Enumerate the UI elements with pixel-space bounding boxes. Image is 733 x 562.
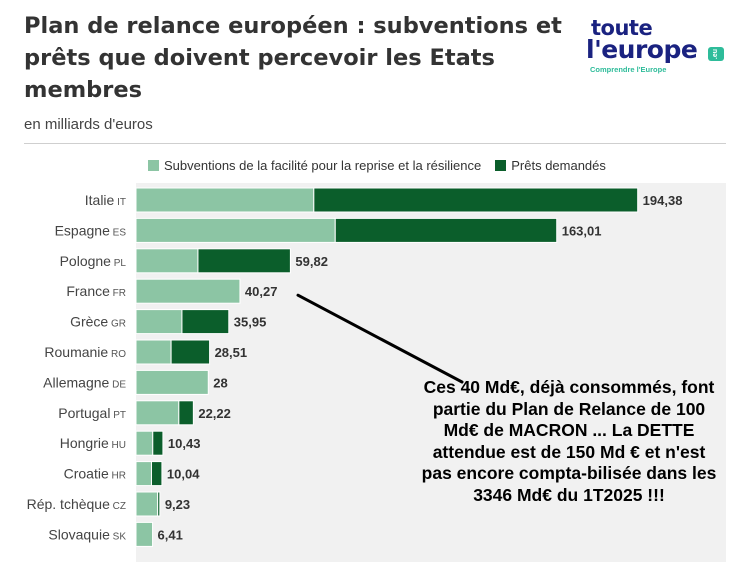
data-label: 28,51 (215, 345, 248, 360)
bar-loans (197, 248, 291, 274)
category-label: Roumanie RO (44, 344, 126, 360)
bar-loans (170, 339, 211, 365)
data-label: 28 (213, 375, 227, 390)
data-label: 6,41 (158, 527, 183, 542)
legend-swatch-grants (148, 160, 159, 171)
data-label: 59,82 (295, 254, 328, 269)
logo-text-line2: l'europe (586, 35, 698, 64)
bar-grants (135, 521, 154, 547)
bar-grants (135, 309, 183, 335)
legend-item-loans: Prêts demandés (495, 158, 606, 173)
annotation-pointer-line (296, 293, 464, 384)
category-label: Rép. tchèque CZ (27, 496, 126, 512)
chart-legend: Subventions de la facilité pour la repri… (148, 158, 620, 173)
bar-loans (152, 430, 164, 456)
category-label: Grèce GR (70, 314, 126, 330)
bar-grants (135, 217, 336, 243)
annotation-note: Ces 40 Md€, déjà consommés, font partie … (421, 377, 717, 505)
data-label: 194,38 (643, 193, 683, 208)
legend-swatch-loans (495, 160, 507, 171)
legend-item-grants: Subventions de la facilité pour la repri… (148, 158, 481, 173)
chart-title: Plan de relance européen : subventions e… (24, 13, 562, 103)
category-label: Croatie HR (64, 466, 126, 482)
bar-loans (334, 217, 558, 243)
bar-grants (135, 491, 159, 517)
category-label: Italie IT (85, 192, 126, 208)
category-label: Espagne ES (55, 222, 127, 238)
bar-loans (181, 309, 230, 335)
logo-domain-badge: .eu (708, 47, 724, 61)
data-label: 22,22 (198, 406, 231, 421)
bar-grants (135, 461, 152, 487)
chart-subtitle: en milliards d'euros (24, 116, 153, 133)
bar-grants (135, 400, 180, 426)
bar-grants (135, 430, 154, 456)
bar-grants (135, 339, 172, 365)
data-label: 10,43 (168, 436, 201, 451)
category-label: Hongrie HU (60, 435, 126, 451)
logo-text-line1: toute (591, 16, 653, 40)
category-label: Pologne PL (60, 253, 127, 269)
category-label: France FR (66, 283, 126, 299)
data-label: 9,23 (165, 497, 190, 512)
category-label: Allemagne DE (43, 374, 126, 390)
bar-grants (135, 187, 315, 213)
bar-grants (135, 248, 199, 274)
category-label: Slovaquie SK (48, 526, 126, 542)
header-divider (24, 143, 726, 144)
bar-chart: Italie IT 194,38 Espagne ES 163,01 Pologne P… (27, 183, 726, 562)
plot-background (136, 183, 726, 562)
data-label: 163,01 (562, 223, 602, 238)
toute-leurope-logo[interactable]: toute l'europe .eu Comprendre l'Europe (586, 16, 726, 76)
bar-loans (313, 187, 639, 213)
data-label: 35,95 (234, 315, 267, 330)
data-label: 10,04 (167, 467, 200, 482)
bar-loans (157, 491, 161, 517)
legend-label-loans: Prêts demandés (511, 158, 606, 173)
legend-label-grants: Subventions de la facilité pour la repri… (164, 158, 482, 173)
bar-grants (135, 278, 241, 304)
bar-loans (178, 400, 194, 426)
logo-tagline: Comprendre l'Europe (590, 65, 667, 74)
bar-loans (150, 461, 163, 487)
data-label: 40,27 (245, 284, 278, 299)
category-label: Portugal PT (58, 405, 126, 421)
bar-grants (135, 369, 209, 395)
